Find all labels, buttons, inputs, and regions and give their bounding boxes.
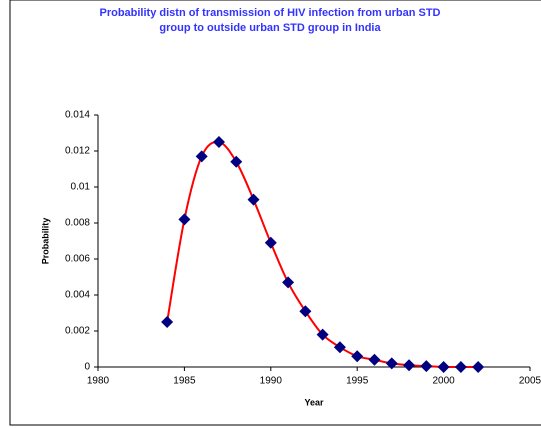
marker: [264, 236, 277, 249]
x-tick-label: 1985: [173, 376, 196, 387]
marker: [403, 359, 416, 372]
marker: [230, 155, 243, 168]
x-tick-label: 2005: [519, 376, 541, 387]
marker: [247, 193, 260, 206]
marker: [333, 341, 346, 354]
chart-title: Probability distn of transmission of HIV…: [99, 7, 440, 19]
marker: [385, 357, 398, 370]
marker: [316, 328, 329, 341]
marker: [299, 305, 312, 318]
y-tick-label: 0.004: [65, 290, 90, 301]
x-axis-label: Year: [304, 397, 324, 407]
y-tick-label: 0.002: [65, 326, 90, 337]
chart-title: group to outside urban STD group in Indi…: [159, 22, 381, 34]
marker: [195, 150, 208, 163]
marker: [351, 350, 364, 363]
y-axis-label: Probability: [40, 218, 50, 265]
y-tick-label: 0.012: [65, 146, 90, 157]
marker: [161, 316, 174, 328]
marker: [420, 360, 433, 373]
y-tick-label: 0.01: [71, 182, 91, 193]
y-tick-label: 0.006: [65, 254, 90, 265]
y-tick-label: 0.008: [65, 218, 90, 229]
x-tick-label: 1995: [346, 376, 369, 387]
x-tick-label: 2000: [432, 376, 455, 387]
marker: [282, 276, 295, 289]
marker: [437, 361, 450, 373]
x-tick-label: 1980: [87, 376, 110, 387]
marker: [368, 353, 381, 366]
y-tick-label: 0.014: [65, 110, 90, 121]
y-tick-label: 0: [84, 362, 90, 373]
marker: [472, 361, 485, 373]
x-tick-label: 1990: [260, 376, 283, 387]
marker: [178, 213, 191, 226]
marker: [454, 361, 467, 373]
marker: [212, 136, 225, 148]
